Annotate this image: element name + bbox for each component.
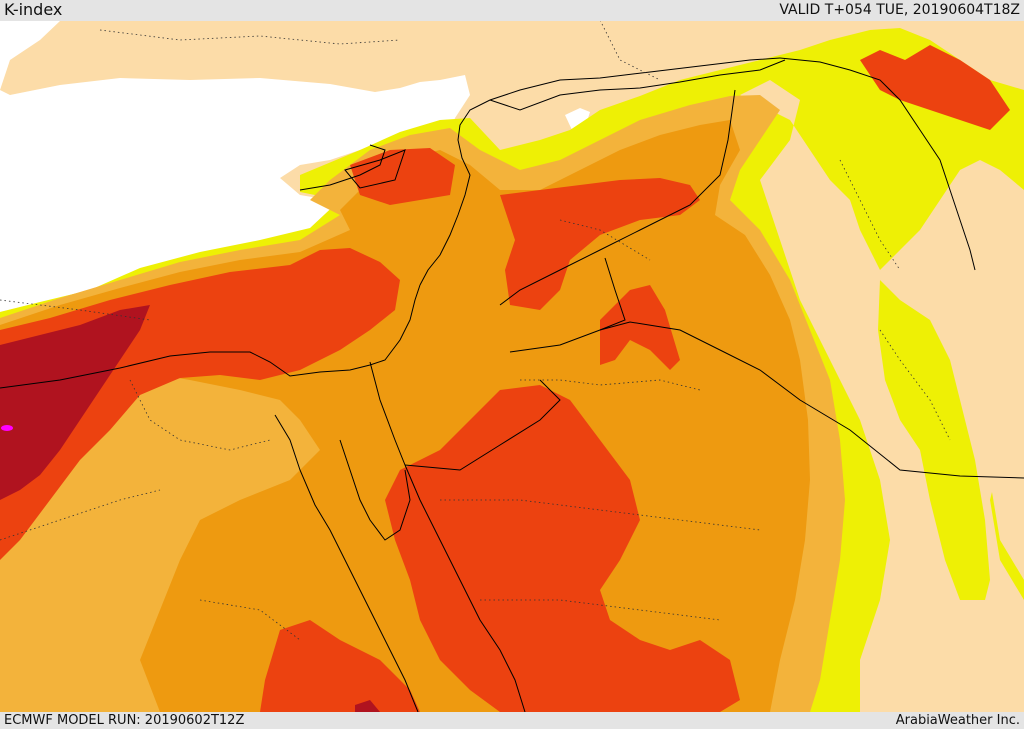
k-dark-red-spot [355,700,380,712]
coastline-turkey-south [299,144,386,191]
gulf-of-suez [339,439,411,541]
k-red-orange-zone-levant [350,148,455,205]
map-area [0,21,1024,712]
border-jordan [599,257,626,331]
borders [0,57,1024,712]
border-iraq-saudi [509,321,1024,479]
cyprus [344,149,406,189]
coastline-north-africa [0,284,421,389]
yellow-band-east [878,280,990,600]
border-turkey-syria [489,59,786,111]
mediterranean-sea [0,21,470,312]
k-magenta-spot [1,425,13,431]
k-index-map [0,21,1024,712]
footer-bar: ECMWF MODEL RUN: 20190602T12Z ArabiaWeat… [0,712,1024,729]
k-dark-red-zone [0,305,150,500]
credit-label: ArabiaWeather Inc. [895,713,1020,728]
header-bar: K-index VALID T+054 TUE, 20190604T18Z [0,0,1024,21]
red-sea-west-coast [274,414,419,712]
model-run-label: ECMWF MODEL RUN: 20190602T12Z [4,713,245,728]
border-syria-iraq [499,89,736,306]
valid-time-label: VALID T+054 TUE, 20190604T18Z [779,2,1020,18]
k-red-orange-zone-syria [500,178,700,310]
border-egypt-israel [369,361,406,466]
border-saudi-jordan [404,379,561,471]
coastline-levant [419,57,781,286]
internal-boundaries [0,21,951,641]
k-red-orange-zone-north [860,45,1010,130]
red-sea-east-coast [404,464,526,712]
map-title: K-index [4,0,63,19]
iran-border [779,57,976,271]
k-red-orange-zone-arabia [385,385,740,712]
k-red-orange-zone-egypt-south [260,620,420,712]
